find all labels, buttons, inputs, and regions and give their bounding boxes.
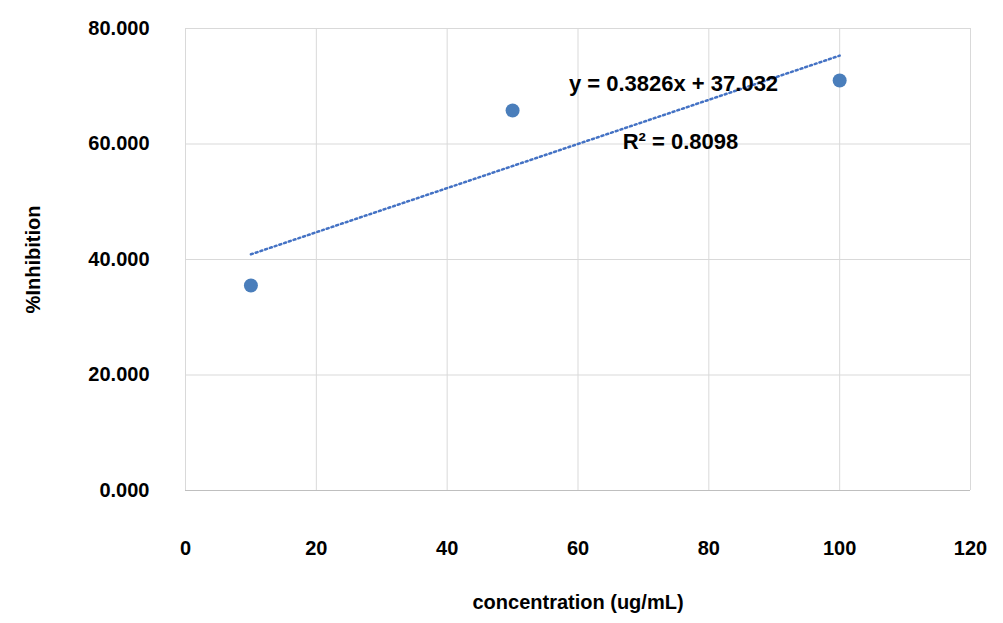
- svg-text:concentration (ug/mL): concentration (ug/mL): [472, 591, 683, 613]
- svg-text:20.000: 20.000: [88, 363, 149, 385]
- svg-text:R² = 0.8098: R² = 0.8098: [623, 129, 739, 154]
- svg-text:40: 40: [436, 537, 458, 559]
- svg-text:120: 120: [954, 537, 987, 559]
- svg-text:60.000: 60.000: [88, 132, 149, 154]
- svg-text:60: 60: [567, 537, 589, 559]
- svg-text:80: 80: [698, 537, 720, 559]
- svg-text:y = 0.3826x + 37.032: y = 0.3826x + 37.032: [569, 71, 778, 96]
- svg-text:%Inhibition: %Inhibition: [22, 206, 44, 314]
- svg-text:80.000: 80.000: [88, 17, 149, 39]
- svg-text:100: 100: [823, 537, 856, 559]
- svg-text:0: 0: [180, 537, 191, 559]
- svg-text:40.000: 40.000: [88, 248, 149, 270]
- svg-text:0.000: 0.000: [99, 479, 149, 501]
- svg-text:20: 20: [305, 537, 327, 559]
